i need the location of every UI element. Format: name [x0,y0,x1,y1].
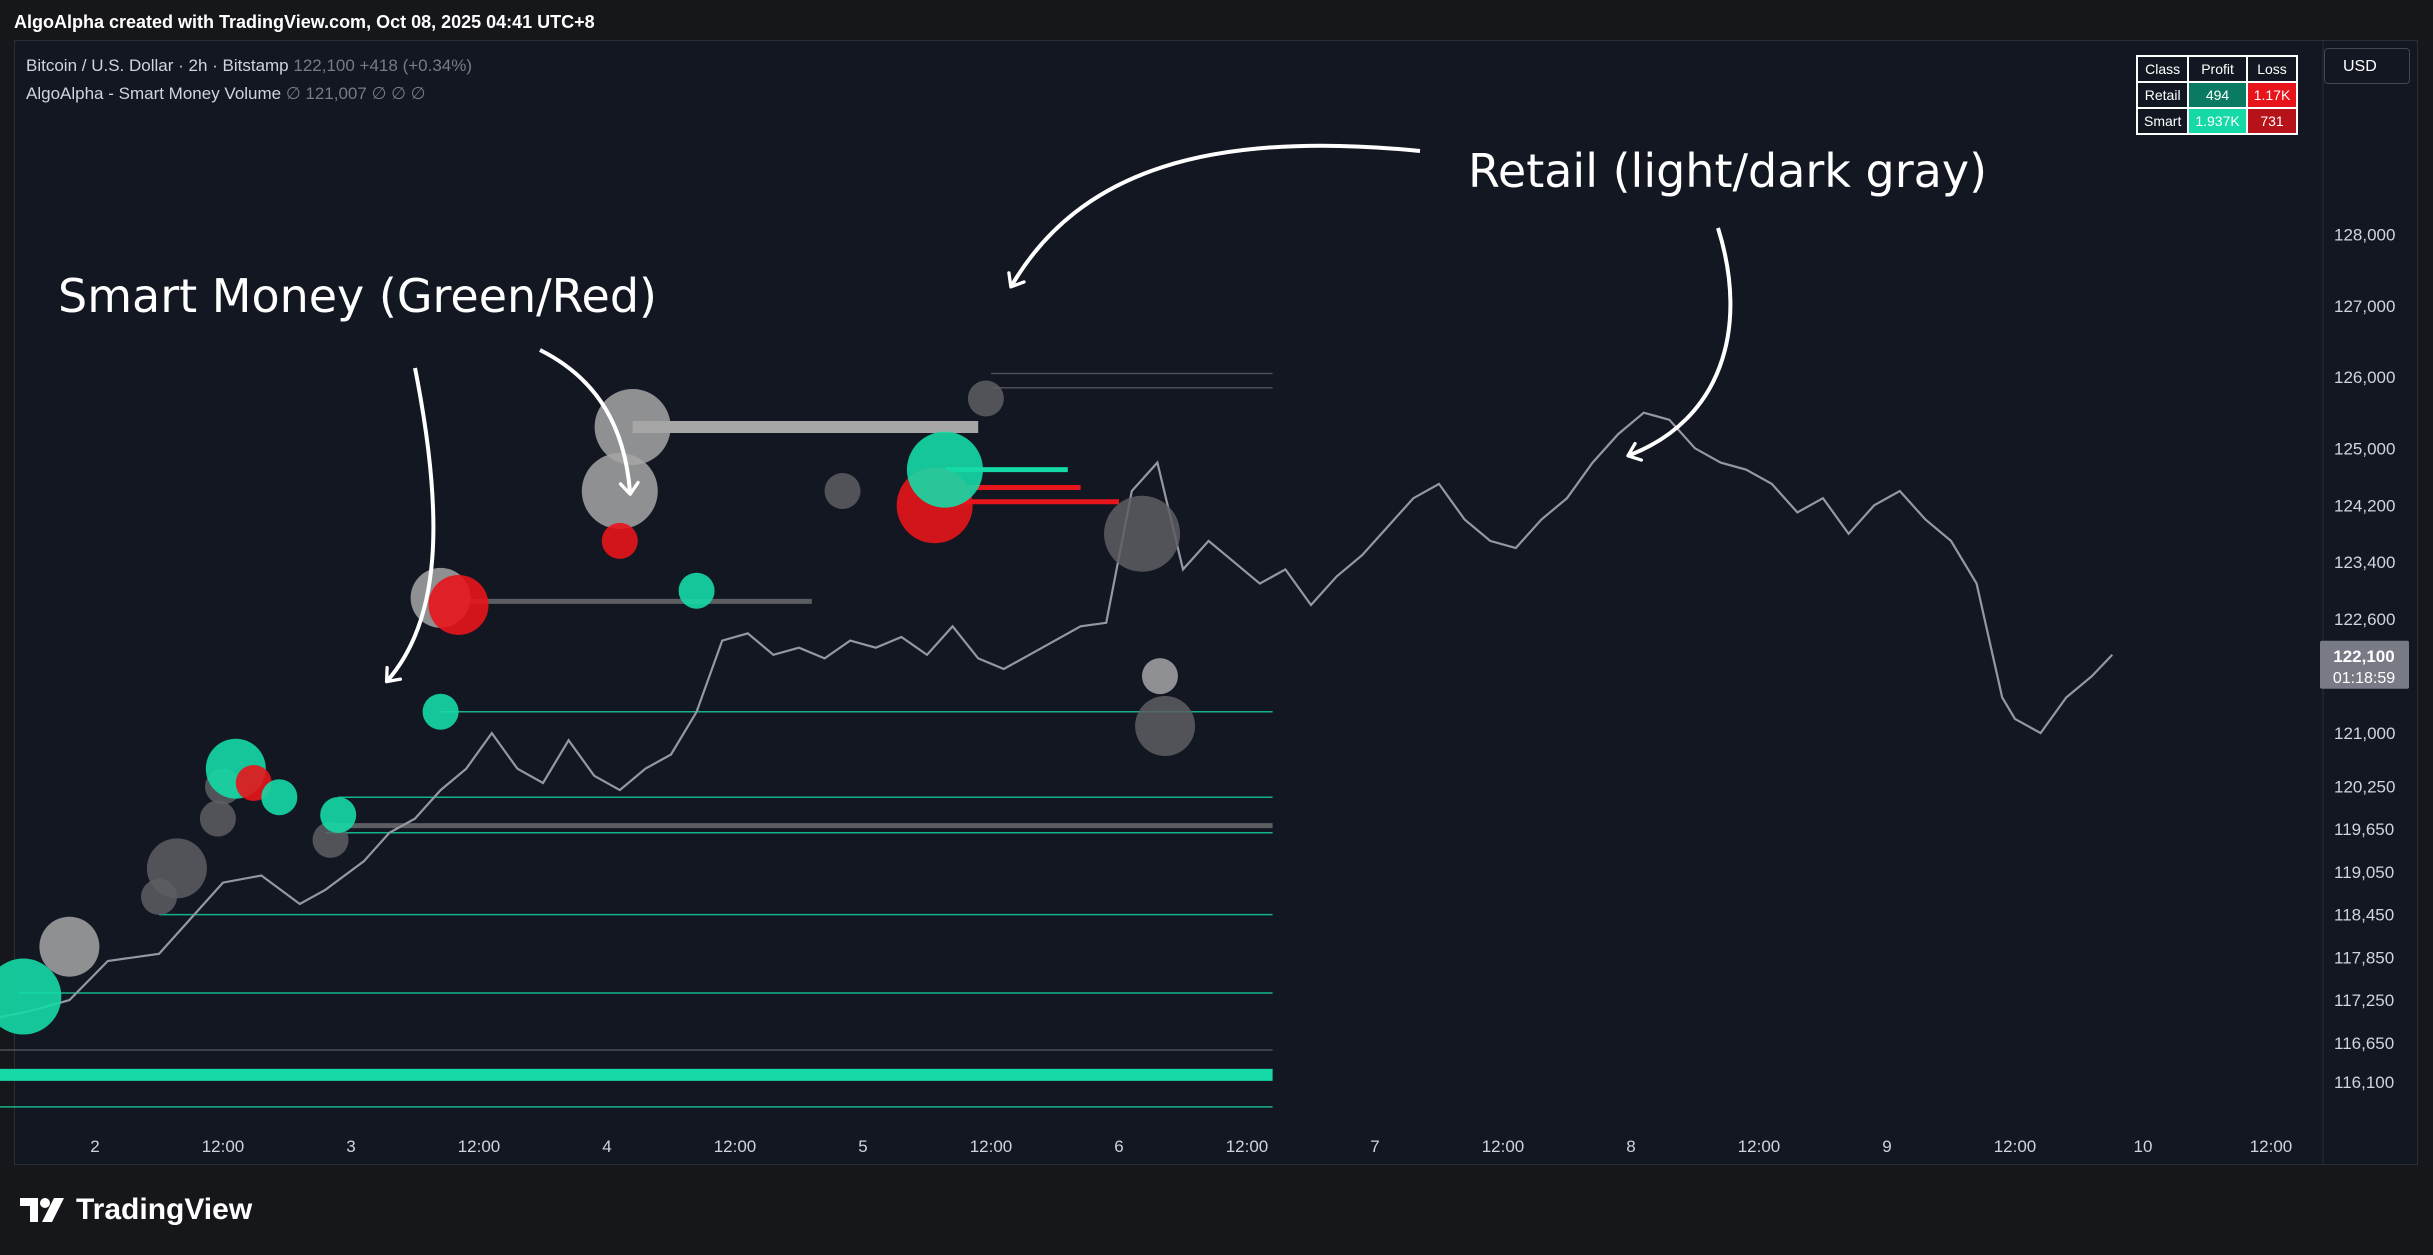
x-tick-label: 10 [2134,1137,2153,1156]
smart-money-arrow-2 [539,348,640,496]
y-tick-label: 120,250 [2334,778,2395,797]
y-tick-label: 119,650 [2334,820,2394,839]
retail-bubble [824,473,861,510]
volume-bubbles [0,380,1196,1035]
level-lines [0,372,1273,1108]
x-tick-label: 8 [1626,1137,1635,1156]
profit-loss-table: Class Profit Loss Retail 494 1.17K Smart… [2135,55,2299,135]
x-tick-label: 7 [1370,1137,1379,1156]
smart-profit-bubble [678,572,715,609]
smart-loss-bubble [601,522,638,559]
row-label-smart: Smart [2135,107,2190,135]
smart-profit-bubble [320,797,357,833]
y-tick-label: 128,000 [2334,226,2395,245]
smart-loss-cell: 731 [2245,107,2299,135]
y-tick-label: 119,050 [2334,863,2394,882]
y-tick-label: 117,850 [2334,948,2394,967]
tradingview-logo[interactable]: TradingView [18,1190,252,1230]
x-tick-label: 3 [346,1137,355,1156]
y-tick-label: 116,100 [2334,1073,2394,1092]
indicator-legend-row[interactable]: AlgoAlpha - Smart Money Volume ∅ 121,007… [26,80,472,108]
x-tick-label: 12:00 [1482,1137,1525,1156]
y-tick-label: 126,000 [2334,368,2395,387]
last-price-label: 122,100 [2333,647,2394,666]
retail-arrow-2 [1626,227,1733,462]
retail-arrow-1 [1007,143,1421,289]
indicator-values: ∅ 121,007 ∅ ∅ ∅ [285,84,426,103]
x-tick-label: 12:00 [458,1137,501,1156]
annotations: Smart Money (Green/Red) Retail (light/da… [58,143,1987,684]
axes: 2 12:00 3 12:00 4 12:00 5 12:00 6 12:00 7 12:00 8 12:… [90,40,2409,1165]
y-tick-label: 124,200 [2334,496,2395,515]
x-tick-label: 12:00 [714,1137,757,1156]
symbol-name: Bitcoin / U.S. Dollar · 2h · Bitstamp [26,56,289,75]
smart-money-arrow-1 [384,367,436,684]
header-class: Class [2135,55,2190,83]
y-tick-label: 116,650 [2334,1034,2394,1053]
retail-loss-cell: 1.17K [2245,81,2299,109]
y-tick-label: 123,400 [2334,553,2395,572]
row-label-retail: Retail [2135,81,2190,109]
retail-bubble [967,380,1004,417]
smart-profit-bubble [0,958,62,1035]
header-profit: Profit [2187,55,2248,83]
symbol-legend-row[interactable]: Bitcoin / U.S. Dollar · 2h · Bitstamp 12… [26,52,472,80]
x-tick-label: 12:00 [970,1137,1013,1156]
header-loss: Loss [2245,55,2299,83]
smart-profit-bubble [261,779,298,816]
y-tick-label: 118,450 [2334,906,2394,925]
indicator-name: AlgoAlpha - Smart Money Volume [26,84,282,103]
attribution-bar: AlgoAlpha created with TradingView.com, … [0,0,2433,40]
retail-bubble [146,838,207,899]
y-tick-label: 117,250 [2334,991,2394,1010]
smart-money-annotation: Smart Money (Green/Red) [58,269,657,323]
x-tick-label: 9 [1882,1137,1891,1156]
last-price-badge [2320,640,2409,689]
x-tick-label: 2 [90,1137,99,1156]
retail-bubble [39,916,100,977]
table-header-row: Class Profit Loss [2135,55,2299,83]
retail-profit-cell: 494 [2187,81,2248,109]
brand-name: TradingView [76,1193,253,1226]
smart-loss-bubble [428,574,489,635]
retail-bubble [581,453,658,530]
retail-bubble [199,800,236,837]
x-tick-label: 12:00 [1738,1137,1781,1156]
table-row: Smart 1.937K 731 [2135,107,2299,135]
smart-profit-bubble [422,693,459,730]
smart-profit-cell: 1.937K [2187,107,2248,135]
x-tick-label: 12:00 [202,1137,245,1156]
y-tick-label: 122,600 [2334,610,2395,629]
retail-bubble [1135,696,1196,756]
price-line [0,411,2114,1019]
x-tick-label: 12:00 [2250,1137,2293,1156]
retail-bubble [1141,658,1178,695]
x-tick-label: 12:00 [1994,1137,2037,1156]
smart-profit-bubble [906,431,983,508]
currency-button[interactable]: USD [2324,48,2410,84]
countdown-label: 01:18:59 [2333,670,2395,687]
x-tick-label: 4 [602,1137,611,1156]
chart-legend: Bitcoin / U.S. Dollar · 2h · Bitstamp 12… [26,52,472,108]
attribution-text: AlgoAlpha created with TradingView.com, … [14,12,595,32]
retail-bubble [1104,495,1181,572]
symbol-values: 122,100 +418 (+0.34%) [293,56,473,75]
y-tick-label: 127,000 [2334,297,2395,316]
x-tick-label: 5 [858,1137,867,1156]
retail-annotation: Retail (light/dark gray) [1468,144,1987,198]
y-tick-label: 121,000 [2334,724,2395,743]
tradingview-logo-icon [20,1198,64,1222]
x-tick-label: 12:00 [1226,1137,1269,1156]
x-tick-label: 6 [1114,1137,1123,1156]
y-tick-label: 125,000 [2334,439,2395,458]
retail-bubble [594,388,671,465]
price-line-layer [0,411,2114,1019]
table-row: Retail 494 1.17K [2135,81,2299,109]
